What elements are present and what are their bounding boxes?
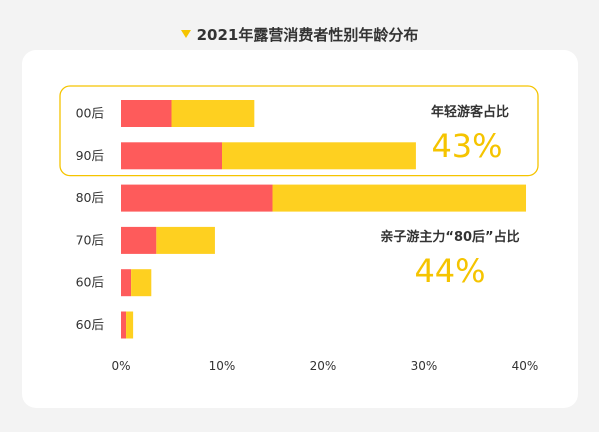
category-label: 90后 [76, 148, 104, 163]
bar-segment-male [272, 184, 527, 212]
category-label: 60后 [76, 275, 104, 290]
bar-segment-male [171, 100, 255, 127]
bar-segment-female [121, 100, 172, 127]
annotation-young-value: 43% [431, 127, 502, 165]
annotation-family-label: 亲子游主力“80后”占比 [380, 229, 519, 245]
category-label: 60后 [76, 317, 104, 332]
bar-segment-male [222, 142, 416, 170]
category-label: 00后 [76, 106, 104, 121]
bar-segment-male [156, 226, 215, 254]
x-tick-label: 40% [512, 359, 539, 373]
bar-segment-female [121, 226, 157, 254]
x-tick-label: 20% [310, 359, 337, 373]
chart-title: 2021年露营消费者性别年龄分布 [196, 25, 419, 44]
bar-segment-female [121, 269, 132, 297]
annotation-young-label: 年轻游客占比 [431, 104, 509, 120]
bar-segment-male [131, 269, 152, 297]
x-tick-label: 30% [411, 359, 438, 373]
category-label: 80后 [76, 190, 104, 205]
x-tick-label: 0% [111, 359, 130, 373]
bar-segment-female [121, 311, 127, 339]
bar-segment-female [121, 184, 273, 212]
chart-card [22, 50, 578, 408]
bar-segment-female [121, 142, 222, 170]
category-label: 70后 [76, 232, 104, 247]
annotation-family-value: 44% [414, 252, 485, 290]
chart-header: 2021年露营消费者性别年龄分布 [0, 22, 599, 46]
triangle-down-icon [180, 30, 191, 38]
x-tick-label: 10% [209, 359, 236, 373]
highlight-box [59, 85, 539, 177]
bar-segment-male [126, 311, 134, 339]
